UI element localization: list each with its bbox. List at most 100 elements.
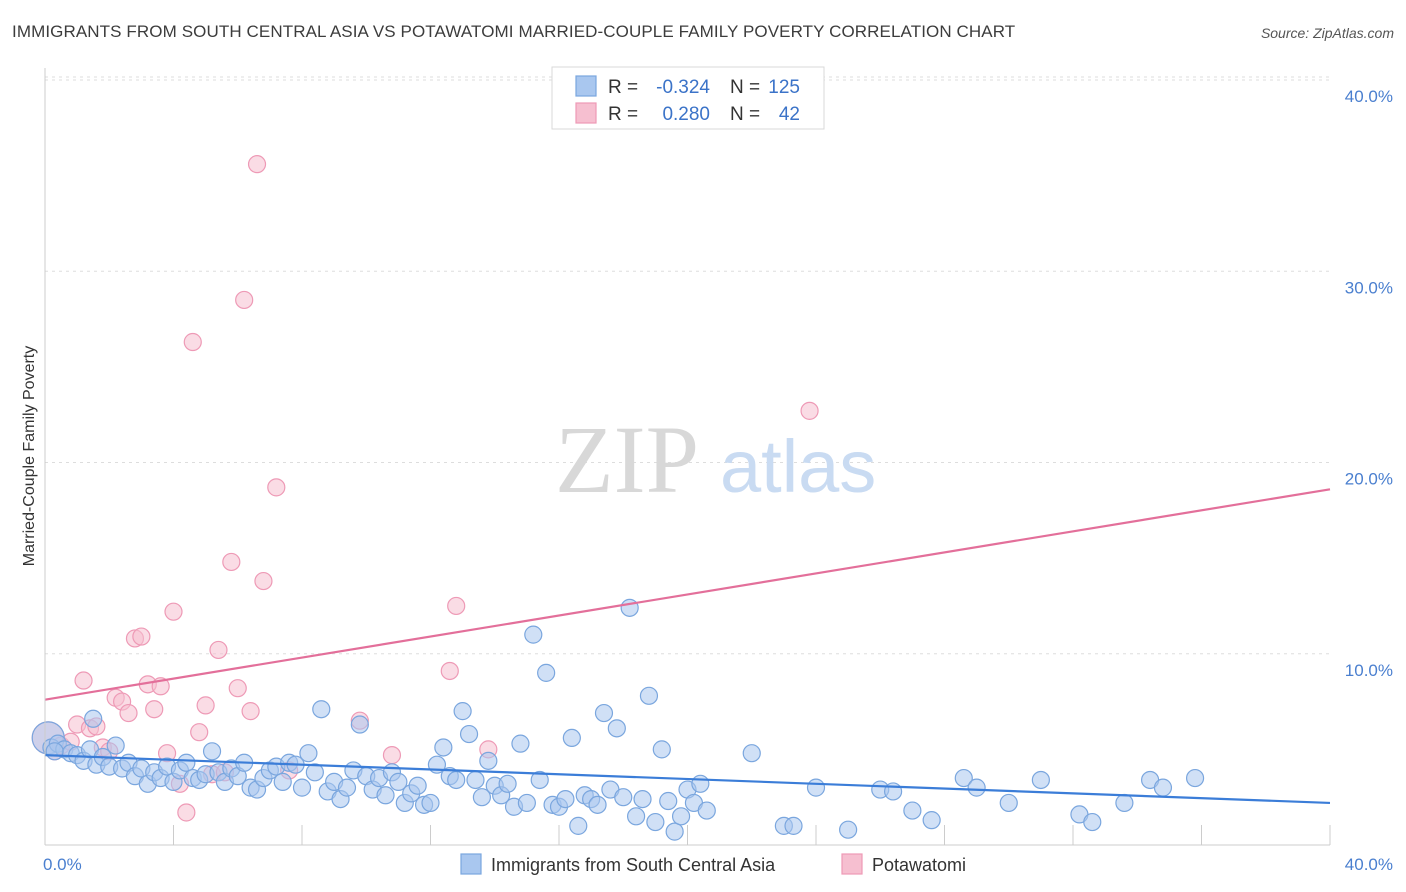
blue-point-40 (292, 778, 312, 797)
blue-point-76 (524, 625, 543, 644)
blue-point-75 (517, 793, 536, 813)
pink-point-29 (228, 679, 247, 698)
blue-point-95 (646, 812, 665, 832)
blue-point-106 (784, 816, 803, 835)
y-tick-label-1: 20.0% (1345, 470, 1393, 489)
pink-point-22 (183, 332, 202, 352)
blue-point-53 (376, 786, 395, 805)
blue-point-74 (511, 734, 530, 753)
series-potawatomi (31, 155, 819, 822)
blue-point-67 (466, 770, 485, 790)
pink-point-23 (190, 723, 209, 742)
bottom-legend-swatch-0 (460, 853, 482, 875)
pink-point-30 (235, 290, 254, 310)
pink-point-38 (440, 661, 459, 681)
blue-point-81 (556, 789, 575, 809)
blue-point-47 (337, 778, 357, 797)
blue-point-122 (1185, 768, 1205, 788)
stats-n-label-0: N = (730, 77, 760, 98)
blue-point-124 (84, 709, 103, 728)
chart-title: IMMIGRANTS FROM SOUTH CENTRAL ASIA VS PO… (12, 22, 1016, 41)
pink-point-24 (196, 696, 215, 715)
blue-point-60 (421, 793, 440, 813)
pink-point-39 (447, 596, 466, 616)
pink-point-26 (209, 640, 228, 660)
stats-r-label-0: R = (608, 77, 638, 98)
pink-point-28 (222, 552, 241, 572)
blue-point-108 (839, 820, 858, 839)
y-tick-label-0: 10.0% (1345, 661, 1393, 680)
stats-swatch-1 (575, 102, 597, 124)
x-tick-label-1: 40.0% (1345, 855, 1393, 874)
stats-n-value-0: 125 (768, 77, 800, 98)
blue-point-77 (530, 770, 549, 790)
blue-point-69 (479, 751, 498, 770)
blue-point-83 (569, 816, 588, 835)
y-tick-label-2: 30.0% (1345, 278, 1393, 297)
pink-point-21 (177, 803, 196, 822)
blue-point-43 (312, 700, 331, 719)
y-axis-label: Married-Couple Family Poverty (21, 346, 38, 567)
blue-point-64 (447, 770, 466, 790)
blue-point-41 (299, 744, 318, 763)
blue-point-104 (742, 744, 761, 763)
blue-point-26 (202, 742, 222, 761)
pink-point-31 (241, 702, 260, 721)
stats-r-label-1: R = (608, 104, 638, 125)
pink-trend-line (44, 488, 1331, 701)
pink-point-41 (800, 401, 819, 420)
blue-point-111 (903, 801, 922, 820)
blue-point-113 (954, 768, 973, 788)
blue-point-37 (273, 772, 292, 791)
watermark: ZIP atlas (555, 406, 876, 513)
blue-point-22 (177, 753, 196, 772)
tick-labels: 10.0% 20.0% 30.0% 40.0% 0.0% 40.0% (43, 87, 1393, 874)
stats-n-label-1: N = (730, 104, 760, 125)
blue-point-72 (498, 774, 517, 793)
blue-point-62 (434, 738, 453, 757)
stats-r-value-1: 0.280 (662, 104, 710, 125)
blue-point-87 (594, 703, 614, 723)
pink-point-14 (132, 627, 151, 646)
blue-point-11 (106, 736, 125, 755)
blue-point-121 (1153, 778, 1173, 797)
bottom-legend-label-0: Immigrants from South Central Asia (491, 855, 776, 875)
stats-legend-box (551, 66, 825, 130)
blue-point-68 (472, 788, 491, 807)
pink-point-37 (382, 746, 402, 765)
blue-point-65 (453, 702, 472, 721)
blue-point-103 (697, 801, 716, 820)
blue-point-102 (691, 774, 710, 793)
pink-point-12 (119, 703, 138, 723)
pink-point-5 (74, 671, 93, 690)
blue-point-114 (967, 778, 986, 797)
blue-point-118 (1083, 812, 1102, 832)
stats-swatch-0 (575, 75, 597, 97)
blue-point-49 (350, 715, 369, 734)
trend-lines (44, 488, 1331, 805)
source-label: Source: ZipAtlas.com (1260, 25, 1394, 41)
blue-point-99 (671, 807, 691, 826)
blue-point-86 (588, 795, 607, 814)
blue-point-66 (459, 724, 479, 744)
bottom-legend: Immigrants from South Central Asia Potawa… (460, 853, 966, 875)
blue-point-89 (607, 719, 626, 738)
blue-point-94 (639, 686, 659, 705)
bottom-legend-label-1: Potawatomi (872, 855, 966, 875)
blue-point-92 (626, 807, 646, 826)
stats-legend: R = -0.324 N = 125 R = 0.280 N = 42 (551, 66, 825, 130)
pink-point-16 (145, 700, 164, 719)
blue-point-123 (45, 742, 64, 761)
blue-point-58 (408, 776, 427, 795)
series-immigrants (31, 598, 1205, 841)
stats-n-value-1: 42 (779, 104, 800, 125)
blue-point-98 (665, 822, 684, 841)
blue-trend-line (44, 754, 1331, 805)
blue-point-55 (389, 772, 408, 791)
blue-point-90 (614, 788, 633, 807)
watermark-atlas: atlas (720, 425, 876, 508)
blue-point-115 (999, 793, 1018, 813)
stats-r-value-0: -0.324 (656, 77, 710, 98)
y-tick-label-3: 40.0% (1345, 87, 1393, 106)
